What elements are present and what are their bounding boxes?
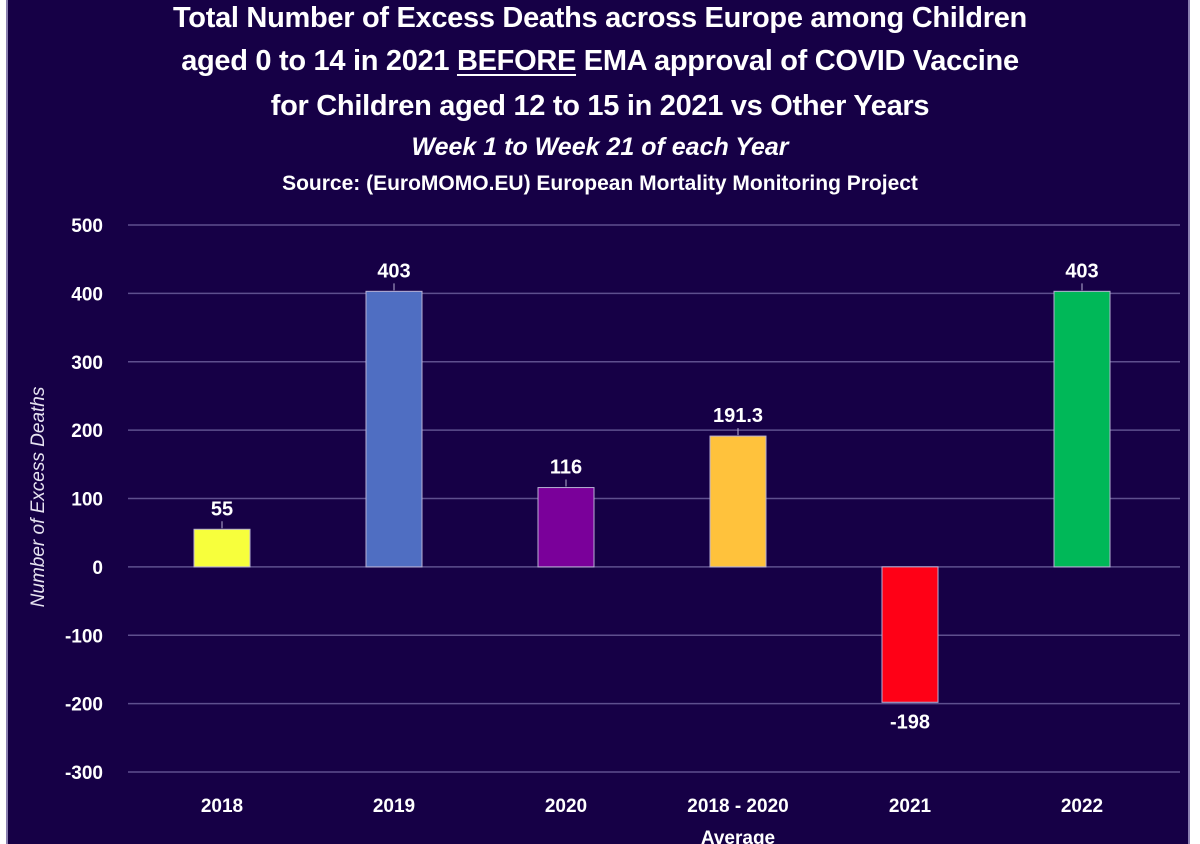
data-label: 403 bbox=[377, 260, 410, 282]
bar bbox=[881, 566, 939, 703]
y-tick-label: -300 bbox=[65, 763, 103, 784]
y-tick-label: 400 bbox=[71, 284, 103, 305]
y-tick-label: 200 bbox=[71, 421, 103, 442]
chart-title-line-3: for Children aged 12 to 15 in 2021 vs Ot… bbox=[270, 90, 930, 122]
title-text-after: EMA approval of COVID Vaccine bbox=[576, 45, 1019, 77]
title-emphasis-before: BEFORE bbox=[456, 45, 577, 77]
data-labels: 55 403 116 191.3 -198 403 bbox=[211, 260, 1099, 733]
chart-title-line-1: Total Number of Excess Deaths across Eur… bbox=[173, 2, 1027, 34]
y-tick-label: -200 bbox=[65, 695, 103, 716]
bar bbox=[193, 528, 251, 568]
bars bbox=[193, 290, 1111, 703]
x-tick-label: 2021 bbox=[889, 796, 932, 817]
y-tick-label: 300 bbox=[71, 353, 103, 374]
title-text-before: aged 0 to 14 in 2021 bbox=[181, 45, 457, 77]
x-tick-label: Average bbox=[701, 828, 775, 844]
y-axis-ticks: 500 400 300 200 100 0 -100 -200 -300 bbox=[65, 216, 103, 784]
data-label: 191.3 bbox=[713, 405, 763, 427]
x-tick-label: 2018 - 2020 bbox=[687, 796, 788, 817]
y-tick-label: 100 bbox=[71, 490, 103, 511]
x-tick-label: 2018 bbox=[201, 796, 243, 817]
y-axis-title: Number of Excess Deaths bbox=[28, 386, 49, 607]
x-axis-ticks: 2018 2019 2020 2018 - 2020 Average 2021 2022 bbox=[201, 796, 1103, 844]
bar bbox=[537, 487, 595, 568]
x-tick-label: 2019 bbox=[373, 796, 415, 817]
y-tick-label: -100 bbox=[65, 626, 103, 647]
chart-source: Source: (EuroMOMO.EU) European Mortality… bbox=[282, 172, 918, 195]
y-tick-label: 500 bbox=[71, 216, 103, 237]
data-label: 116 bbox=[550, 457, 582, 479]
y-tick-label: 0 bbox=[92, 558, 103, 579]
chart-subtitle: Week 1 to Week 21 of each Year bbox=[411, 133, 789, 161]
bar bbox=[1053, 290, 1111, 568]
bar bbox=[365, 290, 423, 568]
chart-title-line-2: aged 0 to 14 in 2021 BEFORE EMA approval… bbox=[0, 45, 1200, 78]
bar bbox=[709, 435, 767, 568]
data-label: -198 bbox=[890, 711, 930, 733]
gridlines bbox=[128, 224, 1180, 773]
data-label: 55 bbox=[211, 498, 233, 520]
x-tick-label: 2022 bbox=[1061, 796, 1103, 817]
data-label: 403 bbox=[1065, 260, 1098, 282]
x-tick-label: 2020 bbox=[545, 796, 587, 817]
